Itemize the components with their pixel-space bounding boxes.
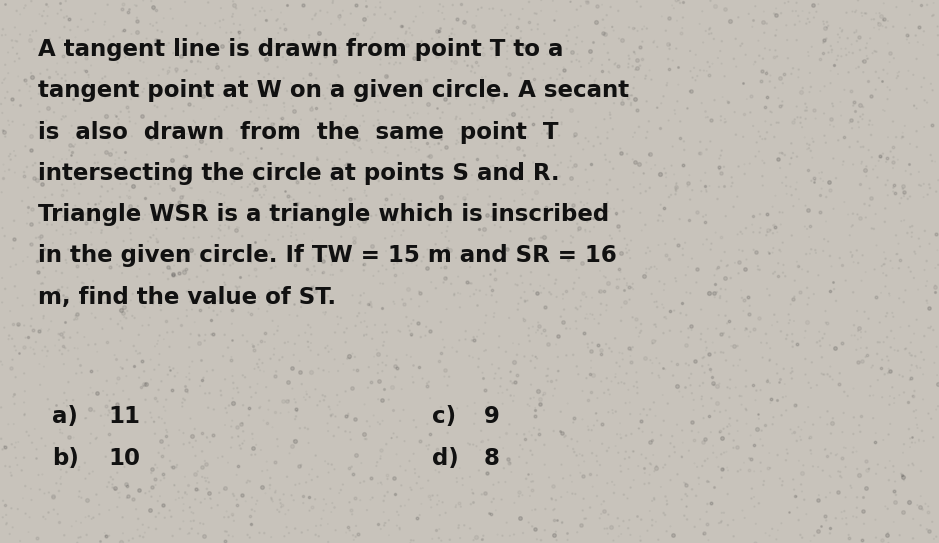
Point (518, 12, 533, 21)
Text: a): a) (52, 405, 78, 427)
Text: A tangent line is drawn from point T to a: A tangent line is drawn from point T to … (38, 38, 563, 61)
Point (731, 33, 746, 42)
Text: tangent point at W on a given circle. A secant: tangent point at W on a given circle. A … (38, 79, 629, 102)
Point (721, 168, 736, 177)
Text: b): b) (52, 447, 79, 470)
Text: intersecting the circle at points S and R.: intersecting the circle at points S and … (38, 162, 560, 185)
Text: in the given circle. If TW = 15 m and SR = 16: in the given circle. If TW = 15 m and SR… (38, 244, 616, 267)
Point (856, 29, 871, 38)
Text: 9: 9 (484, 405, 500, 427)
Point (876, 50, 891, 59)
Point (550, 185, 565, 194)
Text: 11: 11 (108, 405, 140, 427)
Point (524, 86, 539, 95)
Text: Triangle WSR is a triangle which is inscribed: Triangle WSR is a triangle which is insc… (38, 203, 608, 226)
Point (487, 34, 502, 42)
Point (644, 249, 659, 258)
Text: d): d) (432, 447, 458, 470)
Point (577, 125, 593, 134)
Text: 8: 8 (484, 447, 500, 470)
Point (694, 0, 709, 9)
Point (517, 98, 532, 106)
Text: c): c) (432, 405, 456, 427)
Text: m, find the value of ST.: m, find the value of ST. (38, 286, 335, 308)
Text: is  also  drawn  from  the  same  point  T: is also drawn from the same point T (38, 121, 558, 143)
Text: 10: 10 (108, 447, 140, 470)
Point (800, 223, 815, 231)
